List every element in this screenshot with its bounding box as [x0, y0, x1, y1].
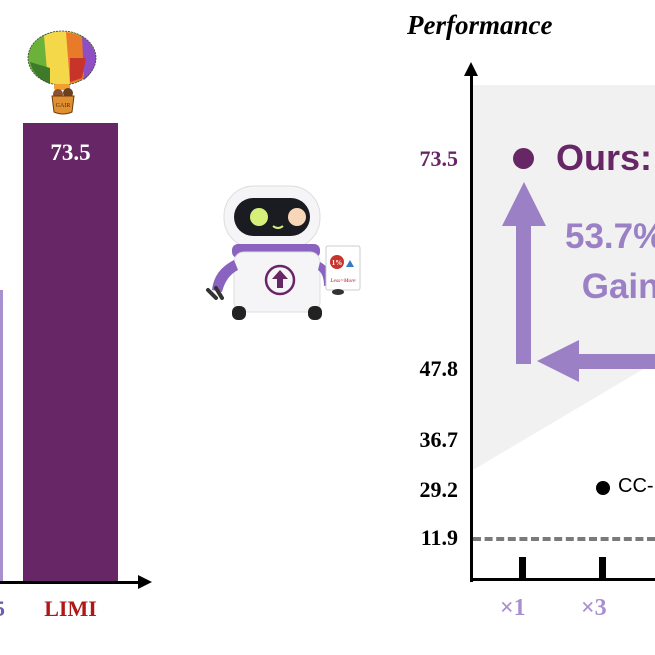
ours-data-point	[513, 148, 534, 169]
y-axis-arrow-icon	[464, 62, 478, 76]
ours-label: Ours:	[556, 137, 653, 178]
x-axis-left	[0, 581, 142, 584]
gain-percent: 53.7%	[565, 217, 655, 256]
category-label-partial: 5	[0, 596, 5, 622]
x-label-1: ×1	[500, 595, 526, 621]
svg-text:GAIR: GAIR	[56, 103, 71, 109]
baseline-dashed-line	[473, 537, 655, 541]
bar-limi-value: 73.5	[50, 140, 91, 165]
x-axis-right	[470, 578, 655, 581]
left-arrow-icon	[537, 340, 579, 382]
x-tick-3	[599, 557, 606, 579]
up-arrow-shaft	[516, 222, 531, 364]
bar-partial-left	[0, 290, 3, 582]
y-label-11-9: 11.9	[420, 525, 458, 550]
y-axis	[470, 72, 473, 582]
robot-mascot-illustration: 1% Less=More	[206, 185, 361, 320]
y-label-73-5: 73.5	[419, 146, 459, 171]
x-axis-arrow-icon	[138, 575, 152, 589]
hot-air-balloon-icon: GAIR	[27, 30, 97, 115]
gain-annotation: 53.7% Gain	[565, 212, 655, 312]
y-label-36-7: 36.7	[419, 427, 459, 452]
svg-text:1%: 1%	[332, 259, 343, 267]
y-label-29-2: 29.2	[419, 477, 459, 502]
bar-limi	[23, 123, 118, 581]
left-arrow-shaft	[575, 354, 655, 369]
svg-text:Less=More: Less=More	[329, 278, 356, 284]
x-label-3: ×3	[581, 595, 607, 621]
cc-data-point	[596, 481, 610, 495]
cc-label: CC-	[618, 475, 654, 497]
y-label-47-8: 47.8	[419, 356, 459, 381]
chart-title: Performance	[407, 10, 553, 40]
category-label-limi: LIMI	[44, 596, 97, 621]
x-tick-1	[519, 557, 526, 579]
up-arrow-icon	[502, 182, 546, 226]
gain-word: Gain	[581, 267, 655, 306]
